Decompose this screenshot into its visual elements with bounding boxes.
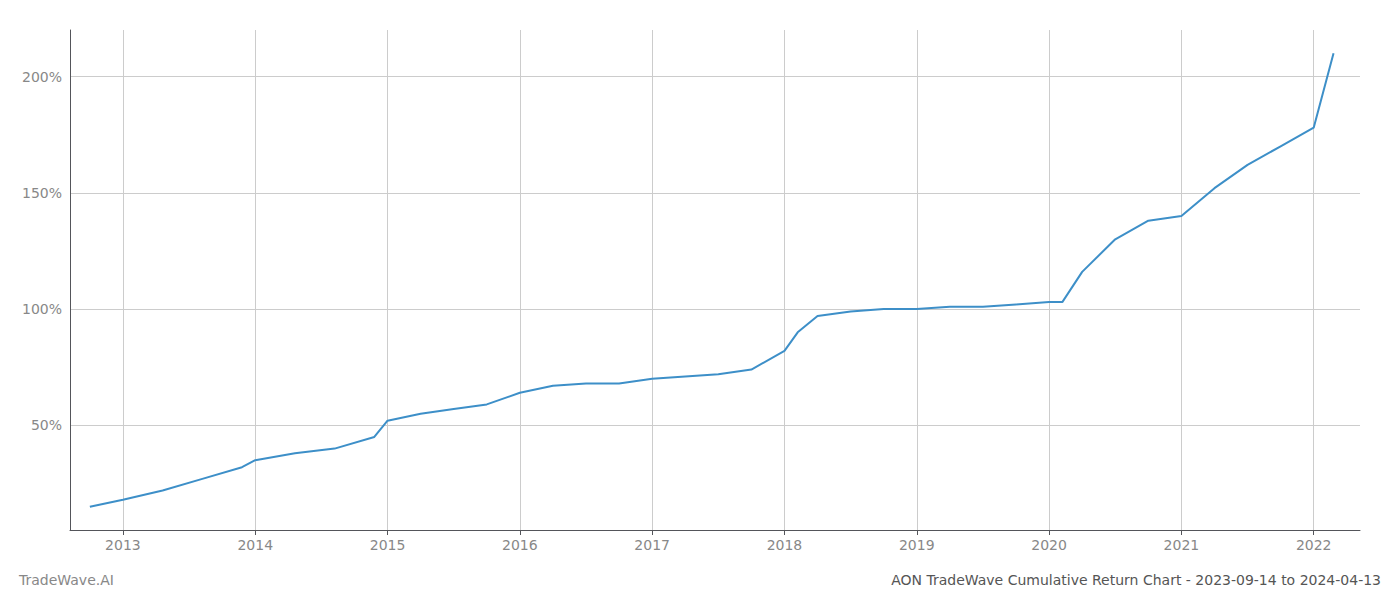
- svg-text:150%: 150%: [22, 185, 62, 201]
- svg-text:2015: 2015: [370, 537, 406, 553]
- svg-text:2016: 2016: [502, 537, 538, 553]
- svg-text:AON TradeWave Cumulative Retur: AON TradeWave Cumulative Return Chart - …: [891, 572, 1381, 588]
- svg-text:2018: 2018: [767, 537, 803, 553]
- svg-text:100%: 100%: [22, 301, 62, 317]
- svg-text:2022: 2022: [1296, 537, 1332, 553]
- svg-text:TradeWave.AI: TradeWave.AI: [18, 572, 114, 588]
- svg-text:2019: 2019: [899, 537, 935, 553]
- svg-text:2017: 2017: [634, 537, 670, 553]
- svg-text:50%: 50%: [31, 417, 62, 433]
- svg-text:2021: 2021: [1164, 537, 1200, 553]
- svg-text:2020: 2020: [1031, 537, 1067, 553]
- svg-text:200%: 200%: [22, 69, 62, 85]
- svg-text:2014: 2014: [237, 537, 273, 553]
- svg-text:2013: 2013: [105, 537, 141, 553]
